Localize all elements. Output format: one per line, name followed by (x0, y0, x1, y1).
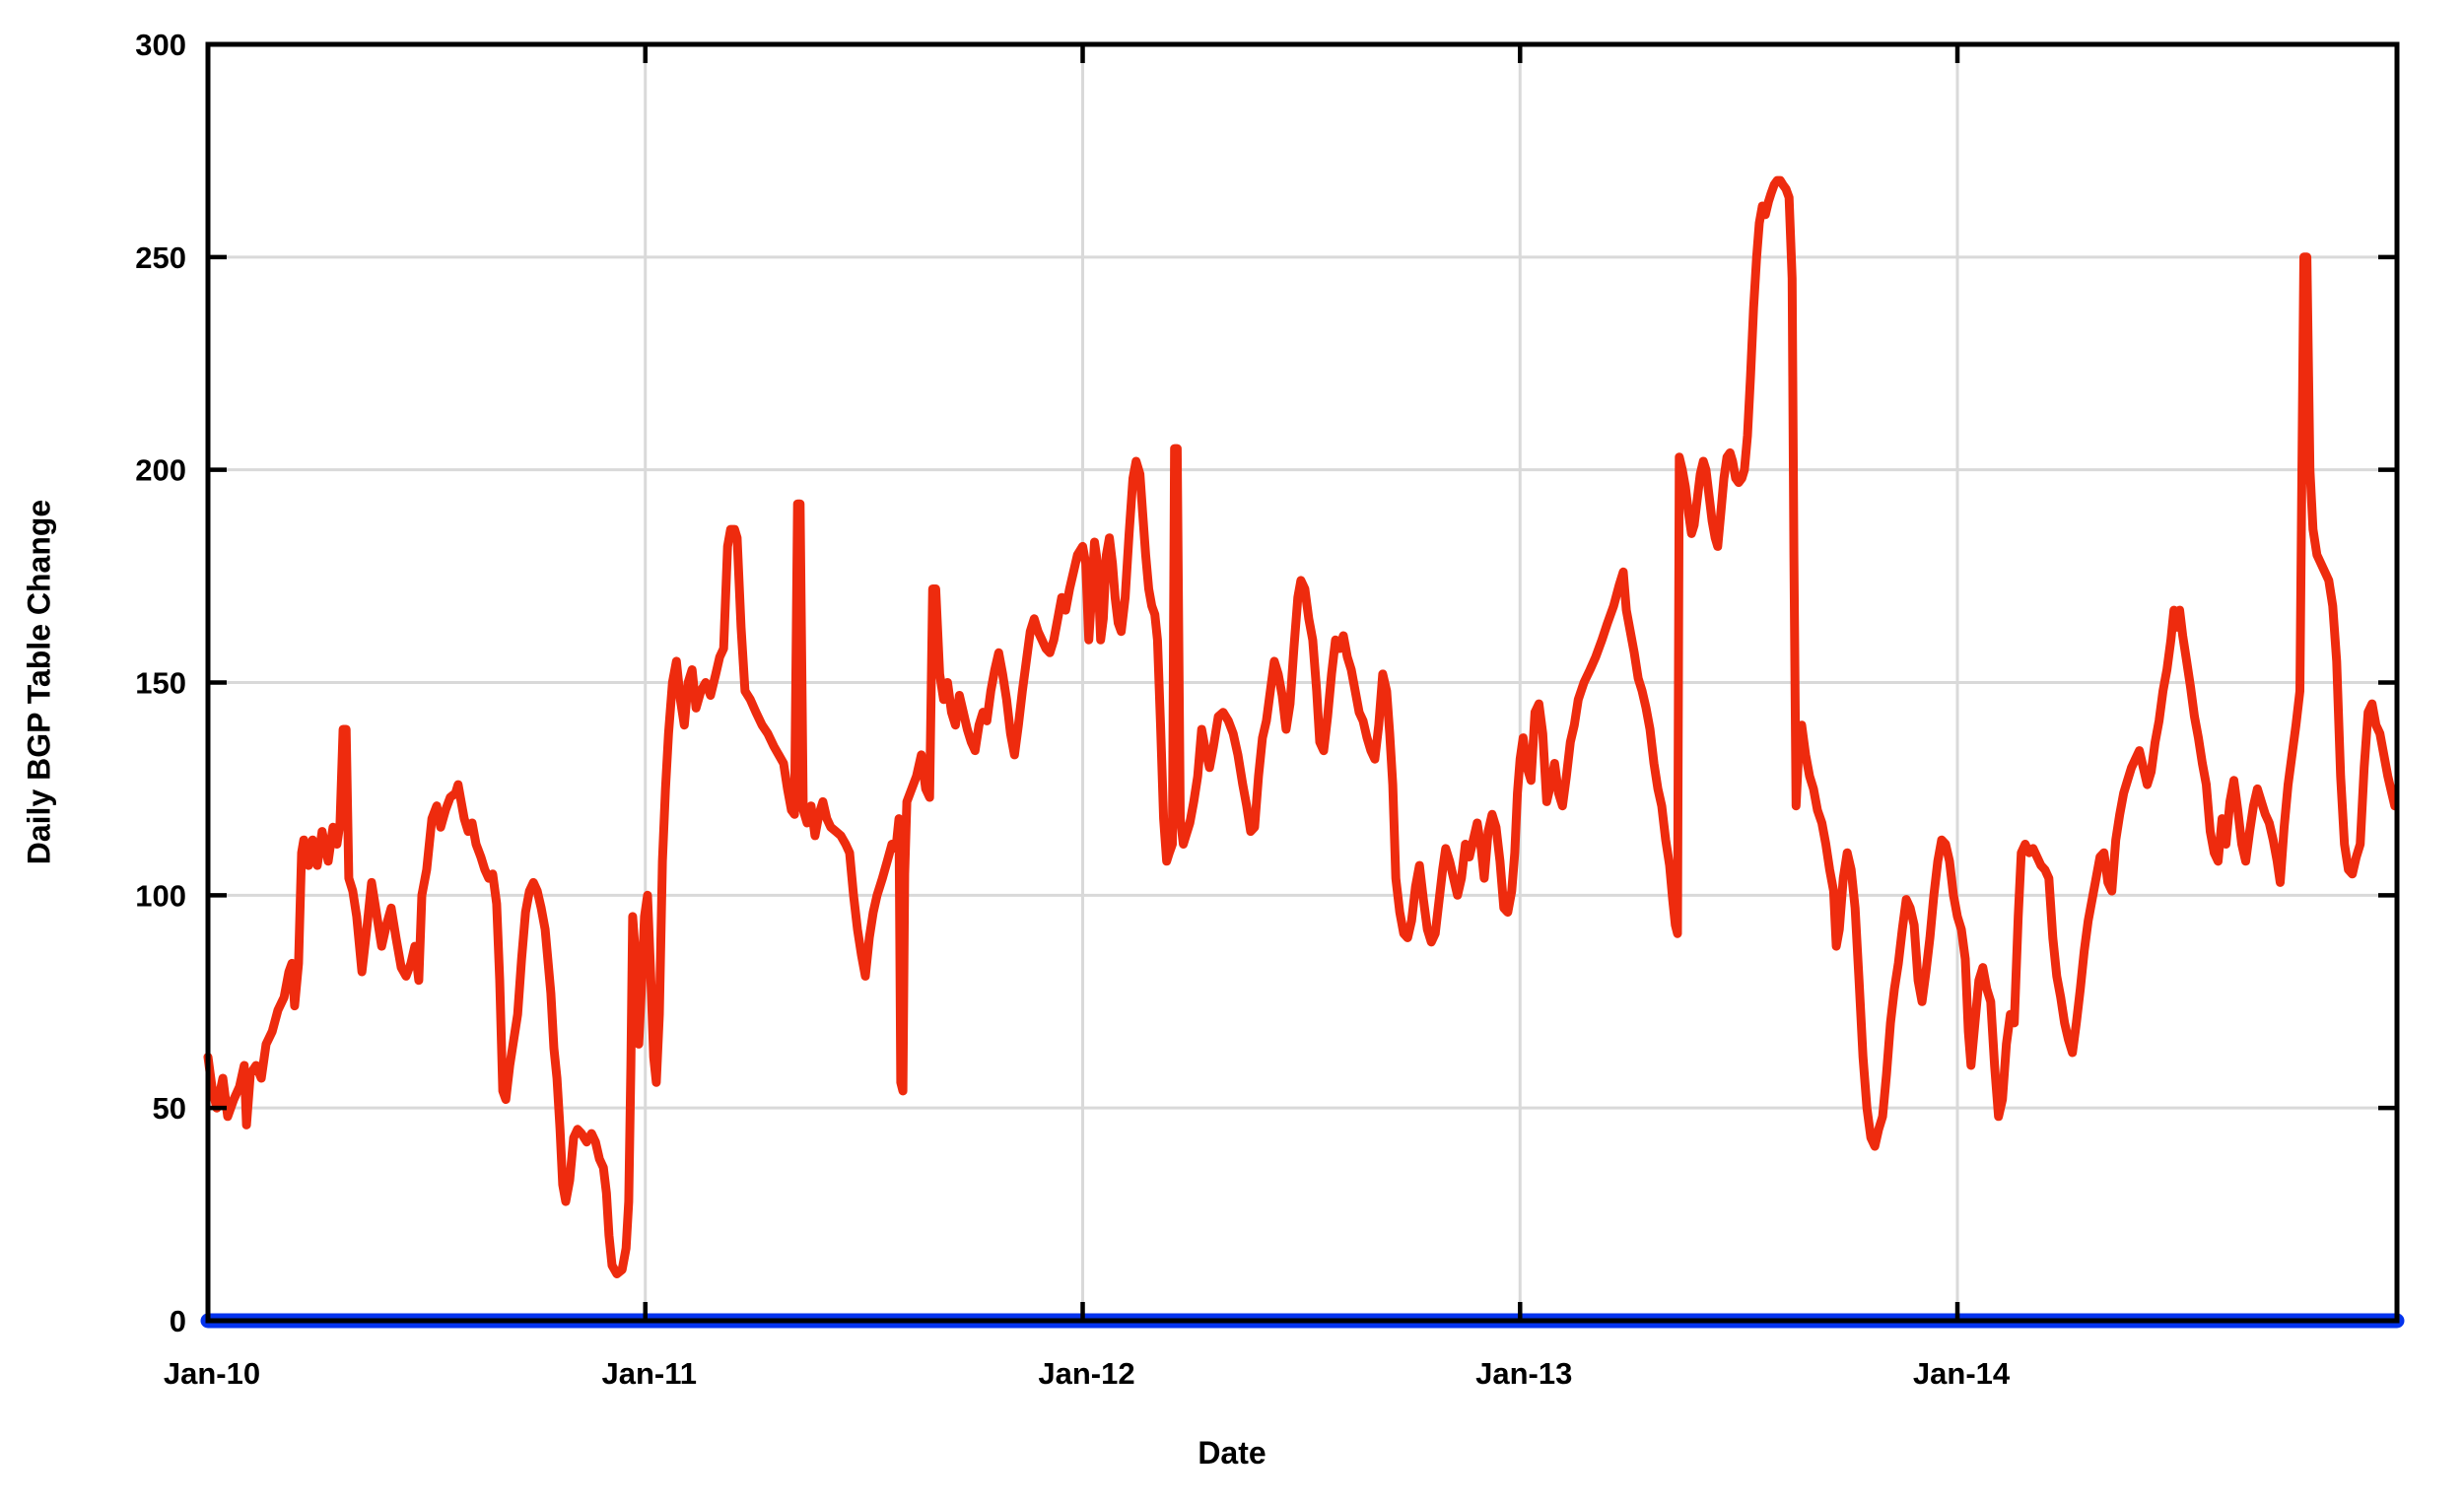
y-tick-label: 250 (135, 240, 186, 275)
series-daily-bgp-table-change (203, 175, 2400, 1278)
y-tick-label: 50 (153, 1091, 186, 1126)
y-tick-label: 300 (135, 28, 186, 62)
x-tick-label: Jan-13 (1475, 1356, 1572, 1391)
x-tick-label: Jan-14 (1913, 1356, 2011, 1391)
x-tick-label: Jan-11 (601, 1356, 697, 1391)
y-tick-label: 0 (170, 1304, 186, 1338)
y-tick-label: 150 (135, 666, 186, 701)
y-axis-title: Daily BGP Table Change (21, 499, 57, 865)
y-tick-label: 100 (135, 878, 186, 913)
x-tick-label: Jan-12 (1038, 1356, 1134, 1391)
x-axis-title: Date (1198, 1435, 1266, 1471)
y-tick-label: 200 (135, 453, 186, 488)
x-tick-label: Jan-10 (164, 1356, 260, 1391)
